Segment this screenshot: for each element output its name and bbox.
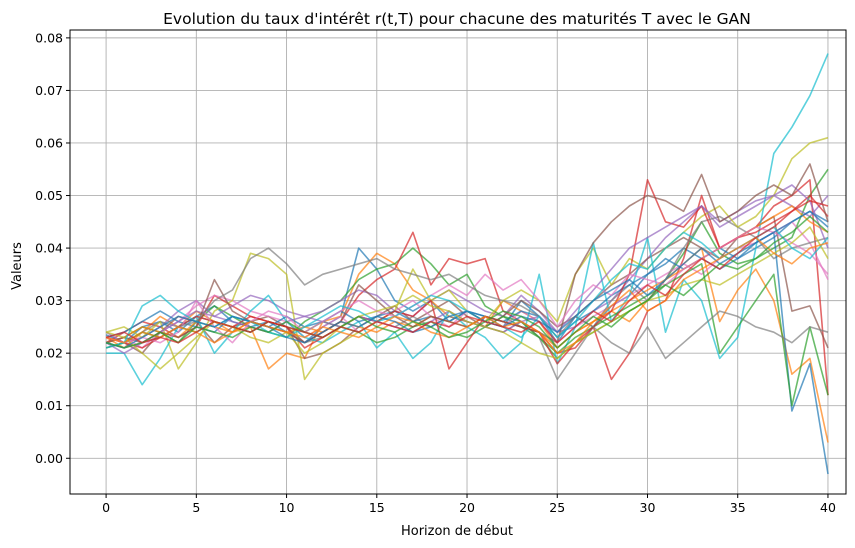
series-line-3 xyxy=(105,168,829,360)
x-tick-label: 25 xyxy=(549,500,565,515)
chart-title: Evolution du taux d'intérêt r(t,T) pour … xyxy=(163,10,751,28)
x-axis-title: Horizon de début xyxy=(401,524,513,539)
x-tick-label: 20 xyxy=(459,500,475,515)
series-line-18 xyxy=(105,247,829,360)
y-tick-label: 0.08 xyxy=(35,30,63,45)
axis-ticks: 0 5 10 15 20 25 30 35 40 0.00 0.01 0.02 0.03 0.04 0.05… xyxy=(35,30,836,515)
series-line-23 xyxy=(105,215,829,349)
x-tick-label: 35 xyxy=(730,500,746,515)
y-tick-label: 0.03 xyxy=(35,293,63,308)
y-tick-label: 0.06 xyxy=(35,135,63,150)
y-tick-label: 0.04 xyxy=(35,241,63,256)
x-tick-label: 15 xyxy=(369,500,385,515)
series-line-17 xyxy=(105,226,829,344)
plot-area-frame xyxy=(69,29,847,495)
y-tick-label: 0.01 xyxy=(35,398,63,413)
x-tick-label: 5 xyxy=(192,500,200,515)
y-tick-label: 0.07 xyxy=(35,83,63,98)
grid xyxy=(70,30,846,494)
series-line-21 xyxy=(105,210,829,349)
y-tick-label: 0.05 xyxy=(35,188,63,203)
y-axis-title: Valeurs xyxy=(10,242,25,290)
x-tick-label: 0 xyxy=(102,500,110,515)
series-line-24 xyxy=(105,200,829,344)
y-tick-label: 0.00 xyxy=(35,451,63,466)
x-tick-label: 30 xyxy=(640,500,656,515)
y-tick-label: 0.02 xyxy=(35,346,63,361)
x-tick-label: 10 xyxy=(279,500,295,515)
series-group xyxy=(105,53,829,475)
x-tick-label: 40 xyxy=(820,500,836,515)
